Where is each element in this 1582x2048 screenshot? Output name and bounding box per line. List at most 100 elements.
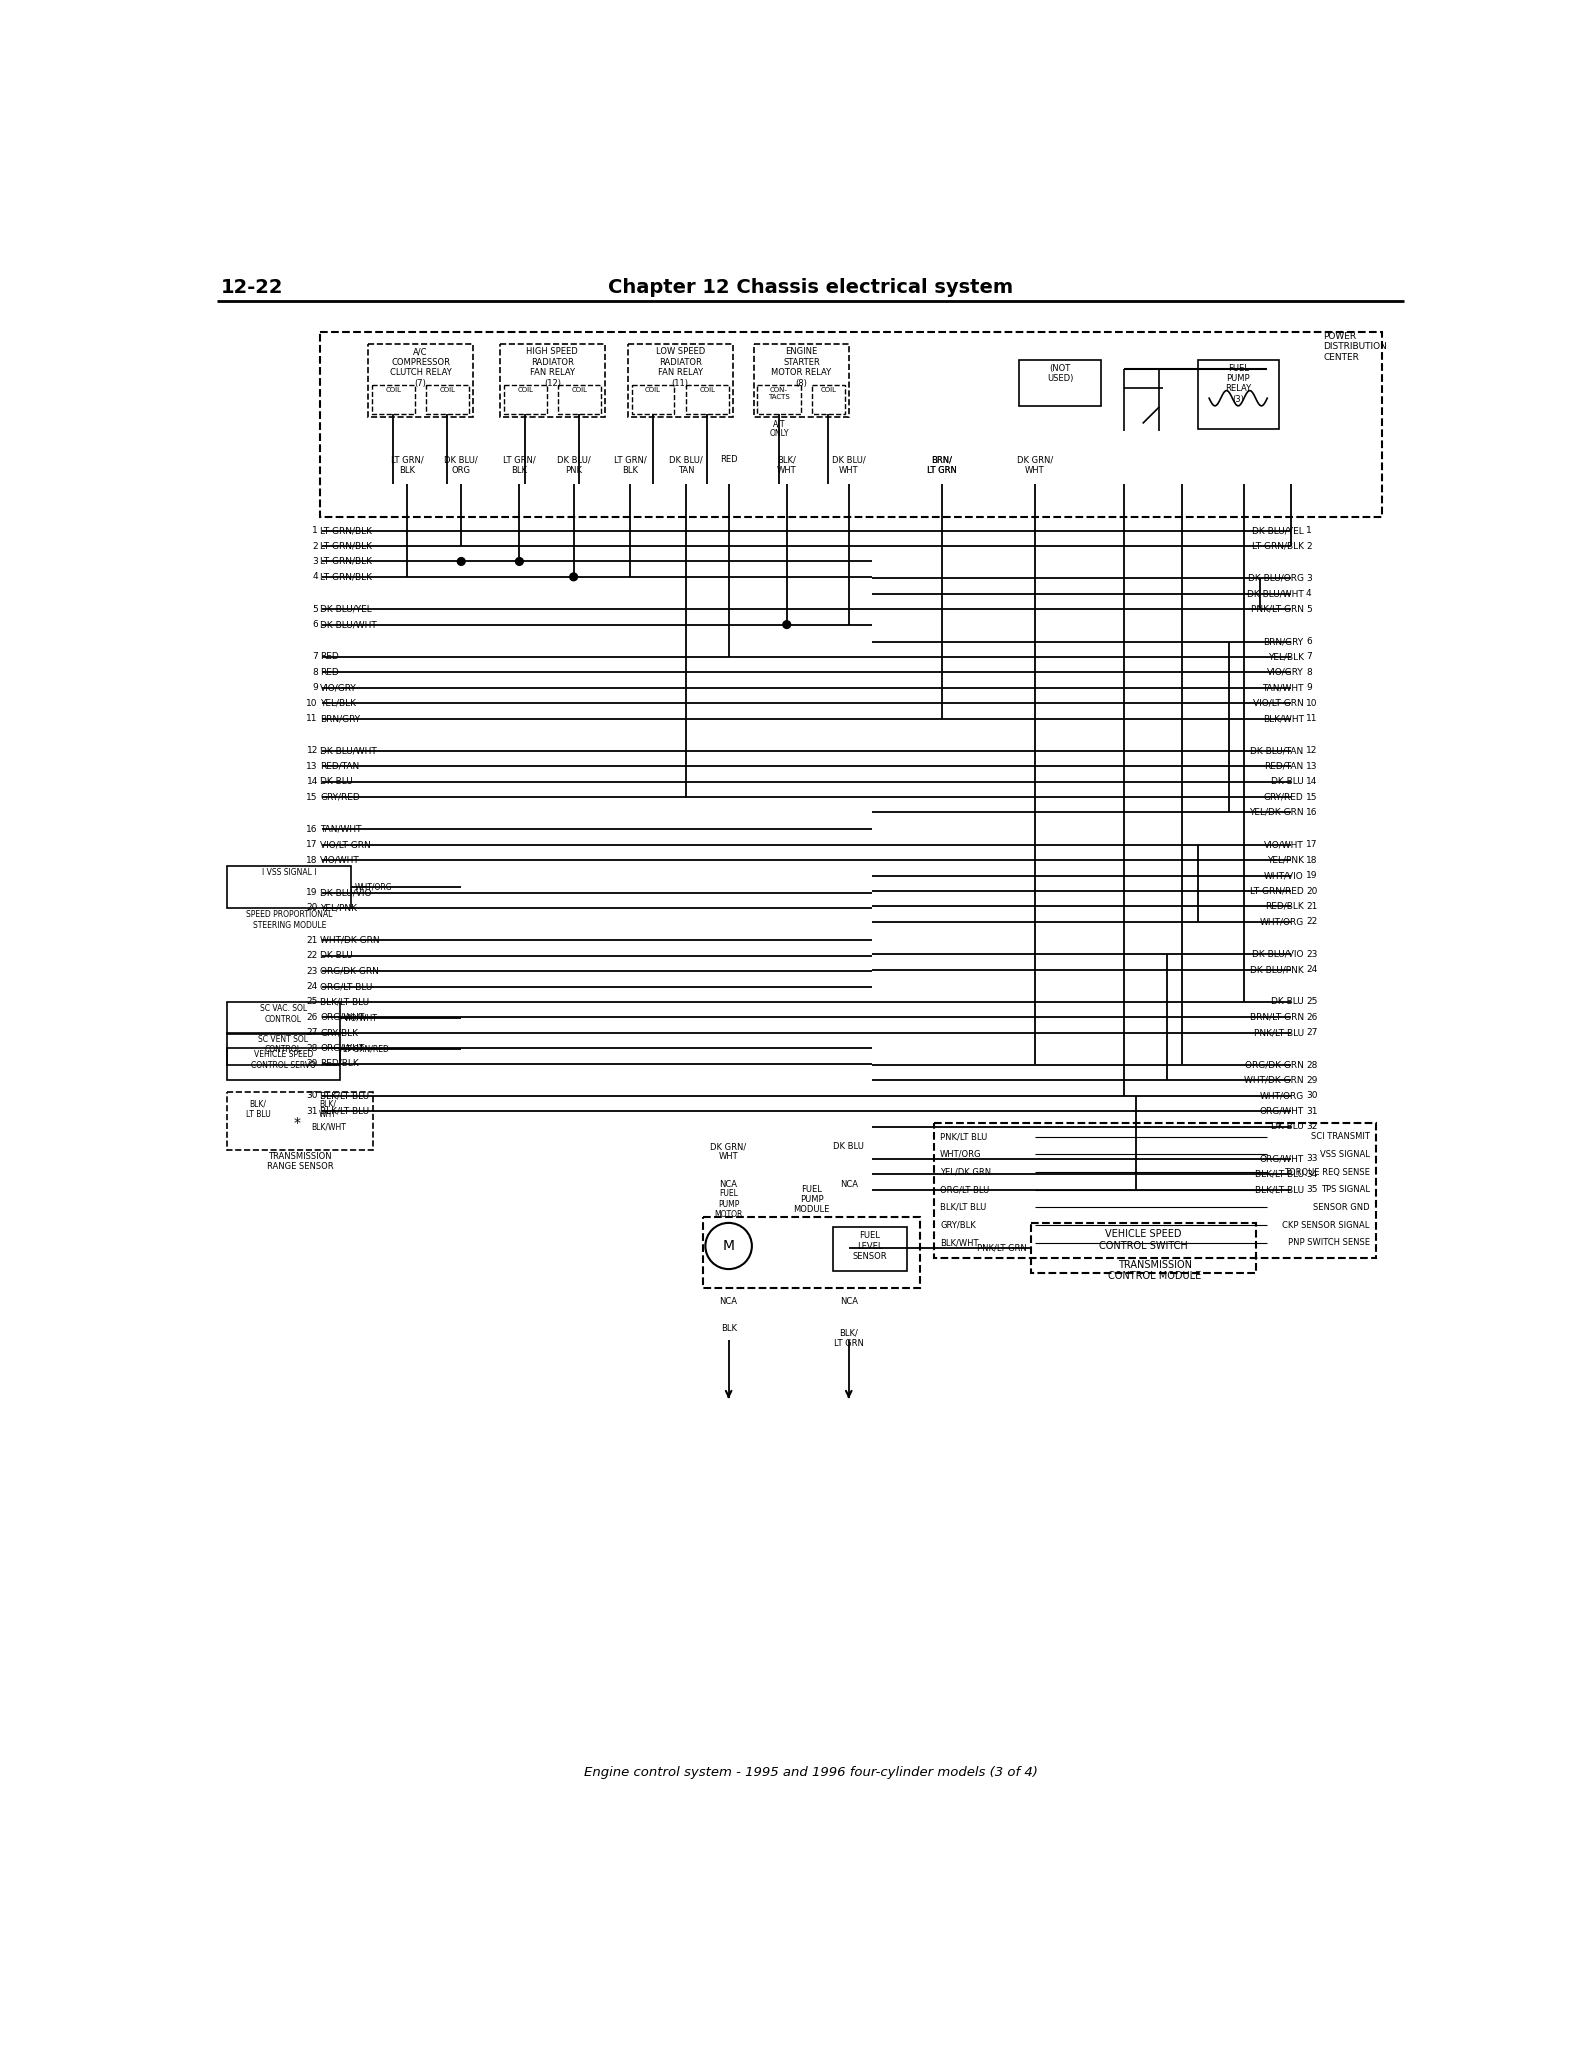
Text: 8: 8 [1307, 668, 1311, 676]
Text: DK BLU: DK BLU [1270, 997, 1304, 1006]
Bar [500, 344, 604, 418]
Bar [1019, 360, 1101, 406]
Text: YEL/BLK: YEL/BLK [320, 698, 356, 709]
Text: ORG/LT BLU: ORG/LT BLU [940, 1186, 989, 1194]
Text: PNK/LT BLU: PNK/LT BLU [1253, 1028, 1304, 1036]
Text: DK BLU: DK BLU [1270, 1122, 1304, 1130]
Bar [687, 385, 729, 414]
Text: RED/BLK: RED/BLK [320, 1059, 359, 1067]
Text: 20: 20 [307, 903, 318, 913]
Text: LT GRN/
BLK: LT GRN/ BLK [391, 455, 424, 475]
Text: BLK/
WHT: BLK/ WHT [320, 1100, 337, 1118]
Text: (NOT
USED): (NOT USED) [1047, 365, 1073, 383]
Text: ORG/WHT: ORG/WHT [1259, 1106, 1304, 1116]
Text: BRN/GRY: BRN/GRY [1264, 637, 1304, 645]
Text: LT GRN/BLK: LT GRN/BLK [320, 557, 372, 565]
Text: FUEL
PUMP
MOTOR: FUEL PUMP MOTOR [715, 1190, 744, 1219]
Text: BLK/LT BLU: BLK/LT BLU [320, 997, 369, 1006]
Text: 25: 25 [1307, 997, 1318, 1006]
Text: YEL/DK GRN: YEL/DK GRN [1250, 809, 1304, 817]
Circle shape [783, 621, 791, 629]
Text: ORG/WHT: ORG/WHT [320, 1044, 364, 1053]
Text: BLK/LT BLU: BLK/LT BLU [940, 1202, 987, 1212]
Text: A/T
ONLY: A/T ONLY [769, 420, 789, 438]
Text: WHT/ORG: WHT/ORG [1259, 1092, 1304, 1100]
Text: DK BLU/YEL: DK BLU/YEL [1251, 526, 1304, 535]
Text: RED/TAN: RED/TAN [320, 762, 359, 770]
Text: LT GRN/BLK: LT GRN/BLK [1251, 541, 1304, 551]
Bar [812, 385, 845, 414]
Bar [758, 385, 800, 414]
Circle shape [570, 573, 577, 582]
Text: A/C
COMPRESSOR
CLUTCH RELAY
(7): A/C COMPRESSOR CLUTCH RELAY (7) [389, 348, 451, 387]
Text: VIO/LT GRN: VIO/LT GRN [1253, 698, 1304, 709]
Text: 22: 22 [307, 950, 318, 961]
Text: FUEL
PUMP
MODULE: FUEL PUMP MODULE [793, 1184, 829, 1214]
Text: 33: 33 [1307, 1155, 1318, 1163]
Text: BLK/
WHT: BLK/ WHT [777, 455, 797, 475]
Circle shape [457, 557, 465, 565]
Text: RED: RED [720, 455, 737, 465]
Text: TRANSMISSION
CONTROL MODULE: TRANSMISSION CONTROL MODULE [1109, 1260, 1201, 1282]
Text: 9: 9 [1307, 684, 1311, 692]
Text: VEHICLE SPEED
CONTROL SERVO: VEHICLE SPEED CONTROL SERVO [252, 1051, 316, 1069]
Text: 24: 24 [1307, 965, 1318, 975]
Text: DK GRN/
WHT: DK GRN/ WHT [710, 1143, 747, 1161]
Text: 16: 16 [307, 825, 318, 834]
Text: 12: 12 [1307, 745, 1318, 756]
Text: PNK/LT GRN: PNK/LT GRN [1251, 604, 1304, 614]
Text: LT GRN/BLK: LT GRN/BLK [320, 541, 372, 551]
Text: DK BLU: DK BLU [320, 776, 353, 786]
Text: WHT/ORG: WHT/ORG [354, 883, 392, 891]
Text: DK GRN/
WHT: DK GRN/ WHT [1017, 455, 1054, 475]
Circle shape [516, 557, 524, 565]
Text: SC VAC. SOL
CONTROL: SC VAC. SOL CONTROL [259, 1004, 307, 1024]
Text: ENGINE
STARTER
MOTOR RELAY
(8): ENGINE STARTER MOTOR RELAY (8) [772, 348, 832, 387]
Text: WHT/DK GRN: WHT/DK GRN [320, 936, 380, 944]
Text: 28: 28 [1307, 1061, 1318, 1069]
Text: ORG/LT BLU: ORG/LT BLU [320, 981, 373, 991]
Bar [228, 1001, 340, 1034]
Bar [369, 344, 473, 418]
Text: BLK/WHT: BLK/WHT [1262, 715, 1304, 723]
Text: PNK/LT GRN: PNK/LT GRN [978, 1243, 1027, 1253]
Bar [702, 1217, 921, 1288]
Text: 12: 12 [307, 745, 318, 756]
Text: BRN/
LT GRN: BRN/ LT GRN [927, 455, 957, 475]
Text: 5: 5 [1307, 604, 1311, 614]
Text: GRY/BLK: GRY/BLK [320, 1028, 358, 1036]
Text: BLK/LT BLU: BLK/LT BLU [1255, 1169, 1304, 1180]
Text: 18: 18 [307, 856, 318, 864]
Text: 20: 20 [1307, 887, 1318, 895]
Text: BLK/WHT: BLK/WHT [940, 1239, 979, 1247]
Text: 23: 23 [307, 967, 318, 975]
Text: Engine control system - 1995 and 1996 four-cylinder models (3 of 4): Engine control system - 1995 and 1996 fo… [584, 1765, 1038, 1780]
Text: 23: 23 [1307, 950, 1318, 958]
Text: RED/BLK: RED/BLK [1266, 901, 1304, 911]
Text: 32: 32 [1307, 1122, 1318, 1130]
Text: 30: 30 [1307, 1092, 1318, 1100]
Text: BRN/LT GRN: BRN/LT GRN [1250, 1014, 1304, 1022]
Text: 21: 21 [307, 936, 318, 944]
Text: 18: 18 [1307, 856, 1318, 864]
Text: DK BLU/ORG: DK BLU/ORG [1248, 573, 1304, 584]
Text: RED: RED [320, 653, 339, 662]
Text: ORG/DK GRN: ORG/DK GRN [320, 967, 380, 975]
Text: BLK/
LT GRN: BLK/ LT GRN [834, 1329, 864, 1348]
Text: DK BLU/VIO: DK BLU/VIO [1253, 950, 1304, 958]
Text: BLK/
LT BLU: BLK/ LT BLU [245, 1100, 271, 1118]
Text: DK BLU/
WHT: DK BLU/ WHT [832, 455, 865, 475]
Text: CKP SENSOR SIGNAL: CKP SENSOR SIGNAL [1281, 1221, 1370, 1229]
Bar [1198, 360, 1278, 428]
Text: GRY/RED: GRY/RED [1264, 793, 1304, 801]
Text: WHT/ORG: WHT/ORG [940, 1149, 982, 1159]
Text: I VSS SIGNAL I: I VSS SIGNAL I [263, 868, 316, 877]
Text: FUEL
PUMP
RELAY
(3): FUEL PUMP RELAY (3) [1224, 365, 1251, 403]
Text: 8: 8 [312, 668, 318, 676]
Text: VIO/GRY: VIO/GRY [1267, 668, 1304, 676]
Bar [505, 385, 546, 414]
Text: 29: 29 [1307, 1075, 1318, 1085]
Text: TORQUE REQ SENSE: TORQUE REQ SENSE [1283, 1167, 1370, 1176]
Text: 29: 29 [307, 1059, 318, 1067]
Text: DK BLU/WHT: DK BLU/WHT [320, 621, 377, 629]
